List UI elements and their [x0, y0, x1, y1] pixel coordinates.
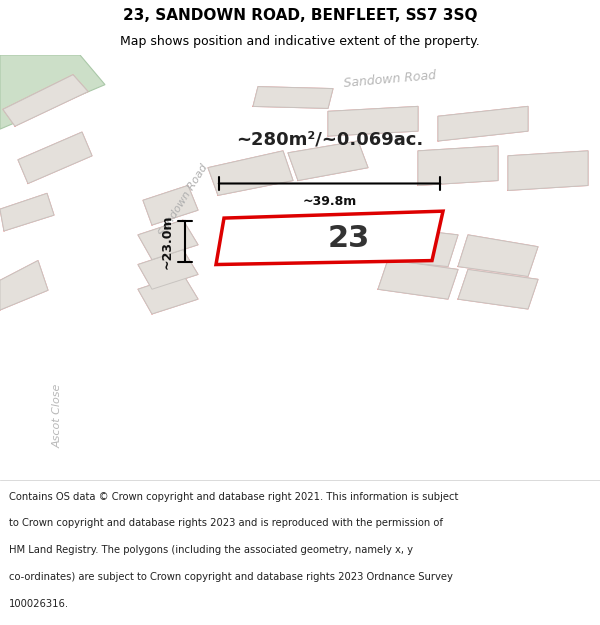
Text: 23, SANDOWN ROAD, BENFLEET, SS7 3SQ: 23, SANDOWN ROAD, BENFLEET, SS7 3SQ	[123, 8, 477, 23]
Polygon shape	[3, 75, 88, 126]
Text: ~23.0m: ~23.0m	[161, 214, 173, 269]
Text: co-ordinates) are subject to Crown copyright and database rights 2023 Ordnance S: co-ordinates) are subject to Crown copyr…	[9, 572, 453, 582]
Polygon shape	[418, 146, 498, 186]
Polygon shape	[328, 106, 418, 136]
Polygon shape	[130, 55, 500, 480]
Text: 23: 23	[328, 224, 370, 253]
Text: ~280m²/~0.069ac.: ~280m²/~0.069ac.	[236, 130, 424, 148]
Polygon shape	[138, 250, 198, 289]
Text: Sandown Road: Sandown Road	[343, 69, 437, 90]
Text: ~39.8m: ~39.8m	[302, 195, 356, 208]
Polygon shape	[0, 55, 105, 129]
Text: Contains OS data © Crown copyright and database right 2021. This information is : Contains OS data © Crown copyright and d…	[9, 492, 458, 502]
Polygon shape	[378, 227, 458, 266]
Text: HM Land Registry. The polygons (including the associated geometry, namely x, y: HM Land Registry. The polygons (includin…	[9, 545, 413, 555]
Polygon shape	[0, 193, 54, 231]
Polygon shape	[143, 186, 198, 225]
Text: Ascot Close: Ascot Close	[53, 384, 63, 448]
Polygon shape	[216, 211, 443, 264]
Polygon shape	[508, 151, 588, 191]
Polygon shape	[138, 274, 198, 314]
Polygon shape	[0, 55, 600, 174]
Text: to Crown copyright and database rights 2023 and is reproduced with the permissio: to Crown copyright and database rights 2…	[9, 518, 443, 528]
Text: Map shows position and indicative extent of the property.: Map shows position and indicative extent…	[120, 35, 480, 48]
Polygon shape	[0, 261, 48, 310]
Polygon shape	[253, 87, 333, 108]
Polygon shape	[458, 235, 538, 276]
Text: 100026316.: 100026316.	[9, 599, 69, 609]
Polygon shape	[18, 132, 92, 184]
Polygon shape	[208, 151, 293, 196]
Polygon shape	[438, 106, 528, 141]
Polygon shape	[458, 269, 538, 309]
Polygon shape	[378, 259, 458, 299]
Text: Sandown Road: Sandown Road	[157, 162, 209, 238]
Polygon shape	[138, 220, 198, 259]
Polygon shape	[288, 141, 368, 181]
